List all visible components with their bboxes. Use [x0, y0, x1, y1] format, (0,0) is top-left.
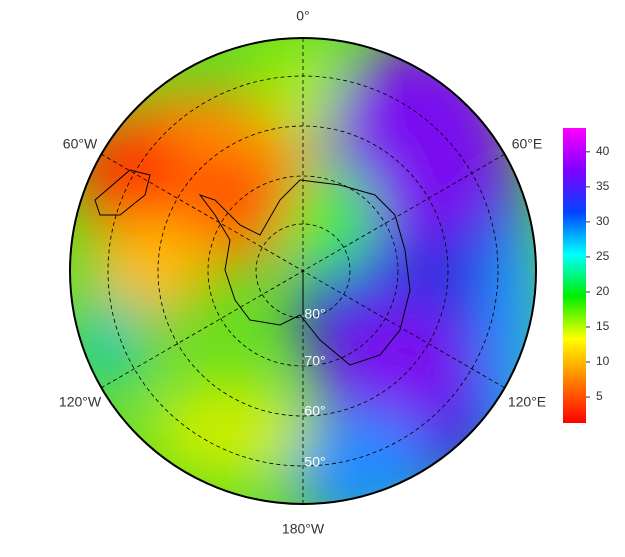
- colorbar: [563, 128, 586, 423]
- colorbar-tick-label: 5: [596, 389, 603, 403]
- lon-label: 120°W: [59, 394, 102, 410]
- lat-label: 60°: [304, 403, 325, 419]
- lon-label: 60°W: [63, 136, 98, 152]
- lat-label: 80°: [304, 306, 325, 322]
- coastline: [198, 179, 411, 366]
- colorbar-tick-label: 35: [596, 179, 610, 193]
- colorbar-tick-label: 15: [596, 319, 610, 333]
- colorbar-tick-label: 10: [596, 354, 610, 368]
- coastline: [94, 169, 151, 216]
- lat-label: 70°: [304, 353, 325, 369]
- lon-label: 0°: [296, 8, 309, 24]
- colorbar-tick-label: 20: [596, 284, 610, 298]
- map-border: [69, 37, 537, 505]
- lon-label: 180°W: [282, 521, 325, 537]
- colorbar-tick-label: 30: [596, 214, 610, 228]
- lon-label: 120°E: [508, 394, 546, 410]
- colorbar-tick-label: 25: [596, 249, 610, 263]
- lat-label: 50°: [304, 454, 325, 470]
- lon-label: 60°E: [512, 136, 543, 152]
- colorbar-tick-label: 40: [596, 144, 610, 158]
